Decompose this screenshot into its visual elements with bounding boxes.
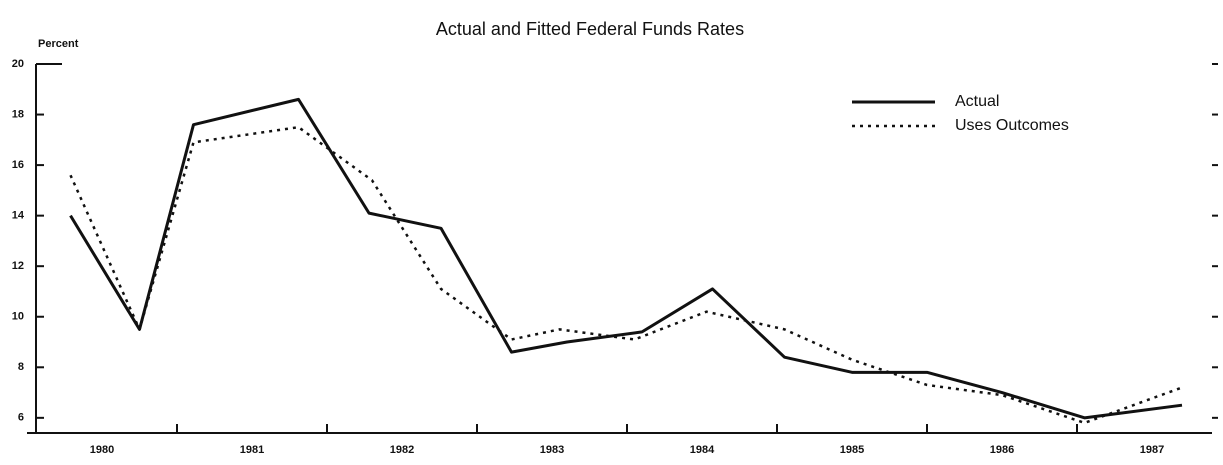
y-tick-label: 12 — [12, 260, 24, 272]
y-tick-label: 20 — [12, 58, 24, 70]
y-tick-label: 18 — [12, 108, 24, 120]
x-tick-label: 1986 — [990, 444, 1014, 456]
y-tick-label: 16 — [12, 159, 24, 171]
legend-label: Actual — [955, 93, 999, 110]
x-tick-label: 1985 — [840, 444, 864, 456]
x-tick-label: 1984 — [690, 444, 715, 456]
y-tick-label: 14 — [12, 210, 25, 222]
y-tick-label: 8 — [18, 361, 24, 373]
chart-title: Actual and Fitted Federal Funds Rates — [436, 19, 744, 39]
y-tick-label: 6 — [18, 412, 24, 424]
x-tick-label: 1983 — [540, 444, 564, 456]
x-tick-label: 1980 — [90, 444, 114, 456]
x-tick-label: 1982 — [390, 444, 414, 456]
series-line — [69, 97, 1183, 420]
y-axis-label: Percent — [38, 38, 79, 50]
x-tick-label: 1981 — [240, 444, 264, 456]
legend-label: Uses Outcomes — [955, 117, 1069, 134]
x-tick-label: 1987 — [1140, 444, 1164, 456]
y-tick-label: 10 — [12, 311, 24, 323]
series-line — [69, 125, 1183, 425]
